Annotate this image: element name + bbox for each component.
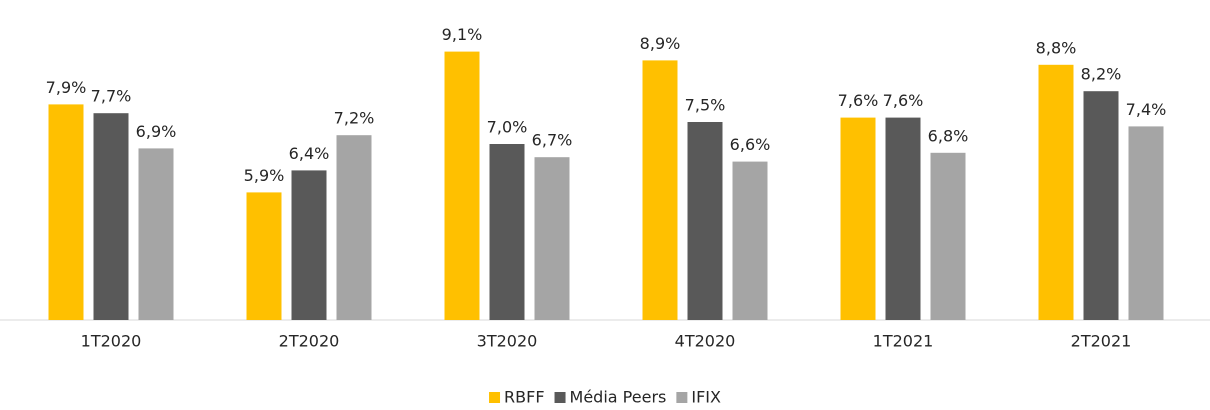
value-label: 6,9%: [136, 122, 177, 141]
value-label: 7,7%: [91, 87, 132, 106]
value-label: 7,5%: [685, 96, 726, 115]
x-tick-label: 2T2021: [1071, 332, 1132, 351]
value-label: 8,8%: [1036, 38, 1077, 57]
value-label: 7,6%: [883, 91, 924, 110]
bar: [1038, 64, 1074, 320]
value-label: 7,0%: [487, 118, 528, 137]
value-label: 6,4%: [289, 144, 330, 163]
x-tick-label: 1T2021: [873, 332, 934, 351]
bar: [732, 161, 768, 320]
x-tick-label: 1T2020: [81, 332, 142, 351]
value-label: 7,6%: [838, 91, 879, 110]
bar: [138, 148, 174, 320]
legend-label: Média Peers: [570, 388, 667, 407]
x-tick-label: 2T2020: [279, 332, 340, 351]
bar: [687, 122, 723, 320]
bar: [291, 170, 327, 320]
bar: [93, 113, 129, 320]
bar: [48, 104, 84, 321]
value-label: 9,1%: [442, 25, 483, 44]
legend-swatch: [554, 392, 566, 403]
x-tick-label: 3T2020: [477, 332, 538, 351]
bar: [1083, 91, 1119, 320]
bar: [930, 152, 966, 320]
bar: [246, 192, 282, 320]
bar: [534, 157, 570, 320]
bar: [885, 117, 921, 320]
value-label: 7,2%: [334, 109, 375, 128]
value-label: 6,7%: [532, 131, 573, 150]
legend-swatch: [489, 392, 501, 403]
legend-label: IFIX: [691, 388, 721, 407]
bar: [336, 135, 372, 320]
value-label: 6,6%: [730, 135, 771, 154]
bar: [444, 51, 480, 320]
legend-swatch: [676, 392, 688, 403]
value-label: 8,2%: [1081, 65, 1122, 84]
x-tick-label: 4T2020: [675, 332, 736, 351]
value-label: 8,9%: [640, 34, 681, 53]
bar: [840, 117, 876, 320]
bar: [489, 144, 525, 320]
value-label: 7,4%: [1126, 100, 1167, 119]
value-label: 6,8%: [928, 126, 969, 145]
value-label: 7,9%: [46, 78, 87, 97]
legend-label: RBFF: [504, 388, 545, 407]
value-label: 5,9%: [244, 166, 285, 185]
bar: [1128, 126, 1164, 321]
bar: [642, 60, 678, 321]
